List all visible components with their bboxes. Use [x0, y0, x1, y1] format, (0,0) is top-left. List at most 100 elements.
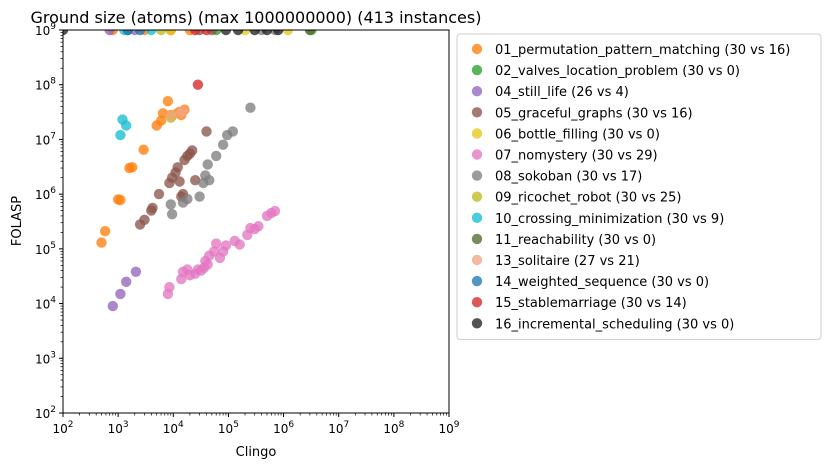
data-point: [166, 209, 178, 220]
plot-area: [62, 29, 450, 414]
data-point: [217, 139, 229, 150]
legend-label: 14_weighted_sequence (30 vs 0): [495, 275, 709, 290]
data-point: [273, 30, 284, 36]
y-tick-label: 102: [35, 405, 56, 421]
data-point: [165, 30, 176, 36]
plot-background: [63, 30, 449, 413]
legend-marker: [471, 170, 483, 181]
legend-label: 06_bottle_filling (30 vs 0): [495, 127, 660, 142]
legend-label: 04_still_life (26 vs 4): [495, 85, 629, 100]
data-point: [121, 120, 132, 131]
data-point: [190, 30, 201, 36]
data-point: [282, 30, 294, 36]
legend-marker: [471, 275, 483, 287]
legend-label: 05_graceful_graphs (30 vs 16): [495, 106, 693, 121]
legend-marker: [471, 254, 483, 266]
data-point: [202, 159, 213, 170]
data-point: [201, 126, 212, 137]
data-point: [165, 199, 176, 210]
x-tick-label: 109: [438, 420, 459, 436]
legend-marker: [471, 64, 483, 76]
data-point: [146, 30, 157, 36]
x-tick-label: 102: [52, 420, 73, 436]
data-point: [201, 30, 212, 36]
data-point: [192, 79, 204, 90]
legend-label: 13_solitaire (27 vs 21): [495, 254, 640, 269]
data-point: [253, 221, 264, 232]
data-point: [249, 30, 260, 36]
chart-title: Ground size (atoms) (max 1000000000) (41…: [31, 8, 482, 27]
legend-label: 02_valves_location_problem (30 vs 0): [495, 64, 740, 79]
data-point: [107, 300, 119, 312]
data-point: [261, 30, 273, 36]
data-point: [96, 237, 107, 248]
legend-marker: [471, 318, 483, 329]
data-point: [115, 129, 126, 141]
data-point: [190, 175, 201, 186]
data-point: [115, 194, 126, 206]
legend-label: 15_stablemarriage (30 vs 14): [495, 296, 687, 311]
legend-marker: [471, 107, 483, 118]
data-point: [115, 288, 126, 300]
x-tick-label: 103: [108, 420, 129, 436]
data-point: [220, 30, 232, 36]
x-tick-label: 107: [328, 420, 349, 436]
data-point: [232, 30, 244, 36]
legend-marker: [471, 233, 483, 245]
data-point: [174, 176, 185, 187]
y-tick-label: 108: [35, 77, 56, 93]
y-tick-label: 104: [35, 296, 56, 312]
x-tick-label: 104: [163, 420, 184, 436]
data-point: [139, 214, 150, 225]
plot-frame: [62, 29, 450, 414]
legend-marker: [471, 149, 483, 160]
y-tick-label: 107: [35, 131, 56, 147]
y-tick-label: 109: [35, 22, 56, 38]
legend-marker: [471, 191, 483, 202]
data-point: [177, 105, 189, 117]
data-point: [164, 281, 175, 293]
data-point: [182, 193, 193, 205]
data-point: [194, 191, 205, 202]
data-point: [99, 226, 111, 237]
data-point: [138, 144, 149, 155]
data-point: [172, 162, 183, 173]
data-point: [269, 205, 281, 217]
data-point: [157, 108, 169, 119]
x-tick-label: 108: [383, 420, 404, 436]
markers: [63, 30, 317, 312]
data-point: [227, 126, 238, 137]
y-tick-label: 103: [35, 350, 56, 366]
data-point: [234, 239, 245, 250]
data-point: [211, 238, 222, 249]
data-point: [127, 162, 138, 173]
legend-label: 11_reachability (30 vs 0): [495, 233, 656, 248]
legend-label: 09_ricochet_robot (30 vs 25): [495, 191, 682, 206]
data-point: [134, 30, 146, 36]
legend-marker: [471, 86, 483, 97]
x-tick-label: 105: [218, 420, 239, 436]
data-point: [147, 202, 158, 214]
data-point: [202, 259, 213, 270]
data-point: [130, 266, 142, 277]
legend-label: 07_nomystery (30 vs 29): [495, 149, 658, 164]
x-axis: 102 103 104 105 106 107 108 109: [52, 413, 460, 436]
y-tick-label: 106: [35, 186, 56, 202]
legend-label: 08_sokoban (30 vs 17): [495, 170, 642, 185]
data-point: [245, 102, 256, 113]
legend-marker: [471, 297, 483, 308]
legend-marker: [471, 43, 483, 55]
legend-marker: [471, 212, 483, 223]
data-point: [63, 30, 69, 36]
data-point: [165, 110, 176, 122]
legend-marker: [471, 128, 483, 139]
legend-label: 16_incremental_scheduling (30 vs 0): [495, 317, 734, 332]
data-point: [162, 96, 174, 107]
y-axis: 102 103 104 105 106 107 108 109: [35, 22, 63, 421]
data-point: [122, 30, 134, 36]
data-point: [187, 145, 198, 156]
y-axis-label: FOLASP: [10, 196, 25, 246]
data-point: [304, 30, 316, 36]
legend-frame: [456, 33, 822, 340]
